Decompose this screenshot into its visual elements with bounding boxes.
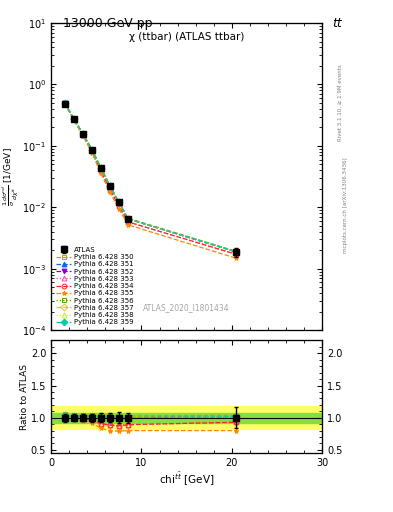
Text: 13000 GeV pp: 13000 GeV pp xyxy=(63,16,152,30)
Text: χ (ttbar) (ATLAS ttbar): χ (ttbar) (ATLAS ttbar) xyxy=(129,32,244,42)
Y-axis label: $\frac{1}{\sigma}\frac{d\sigma^{nd}}{d\chi^{t\bar{t}}}$ [1/GeV]: $\frac{1}{\sigma}\frac{d\sigma^{nd}}{d\c… xyxy=(0,147,21,206)
Legend: ATLAS, Pythia 6.428 350, Pythia 6.428 351, Pythia 6.428 352, Pythia 6.428 353, P: ATLAS, Pythia 6.428 350, Pythia 6.428 35… xyxy=(55,245,135,327)
Text: mcplots.cern.ch [arXiv:1306.3436]: mcplots.cern.ch [arXiv:1306.3436] xyxy=(343,157,348,252)
Text: ATLAS_2020_I1801434: ATLAS_2020_I1801434 xyxy=(143,303,230,312)
X-axis label: chi$^{t\bar{t}}$ [GeV]: chi$^{t\bar{t}}$ [GeV] xyxy=(159,471,214,488)
Text: tt: tt xyxy=(332,16,342,30)
Bar xyxy=(51,413,322,423)
Text: Rivet 3.1.10, ≥ 1.9M events: Rivet 3.1.10, ≥ 1.9M events xyxy=(338,64,342,141)
Bar xyxy=(51,406,322,429)
Y-axis label: Ratio to ATLAS: Ratio to ATLAS xyxy=(20,364,29,430)
